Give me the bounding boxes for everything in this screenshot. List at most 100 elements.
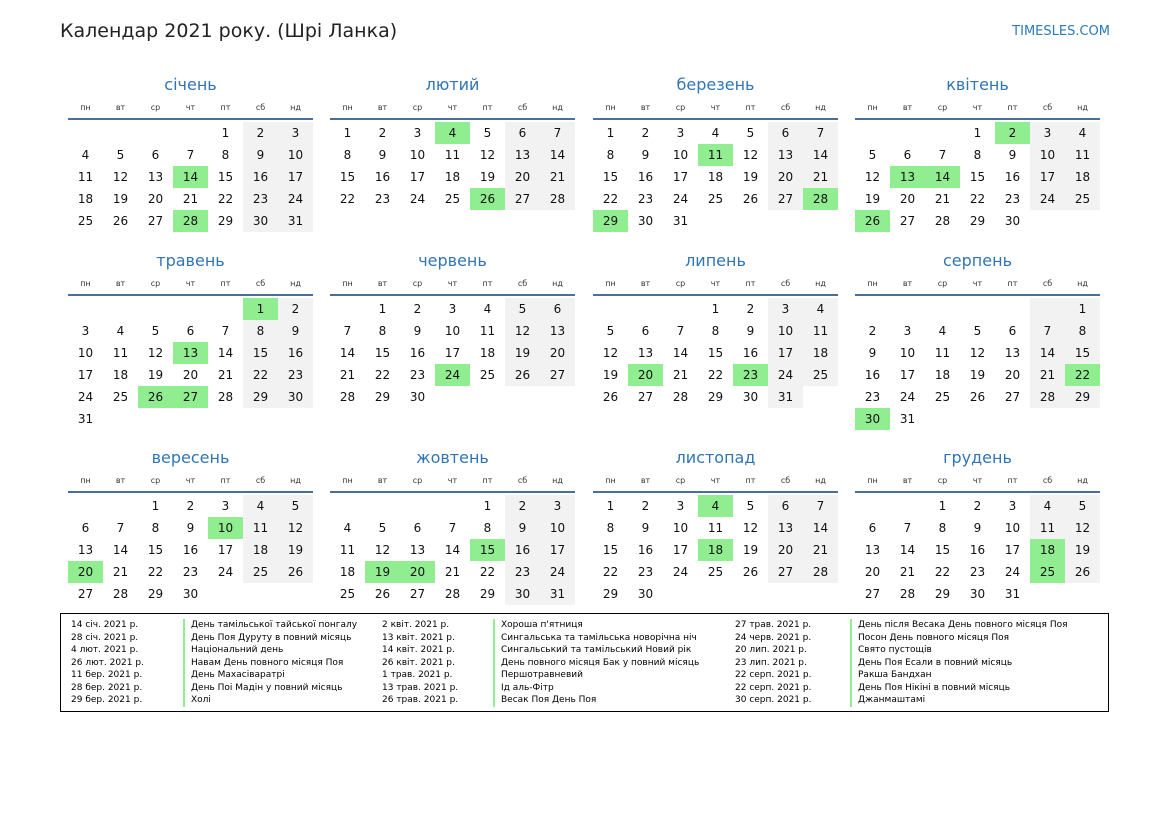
empty-cell [1065, 408, 1100, 430]
weekday-label: чт [447, 279, 458, 288]
weekday-label: ср [150, 279, 161, 288]
day-cell: 5 [116, 148, 125, 162]
day-cell: 27 [505, 188, 540, 210]
empty-cell [768, 210, 803, 232]
empty-cell [68, 298, 103, 320]
day-cell: 16 [864, 368, 881, 382]
day-cell: 10 [278, 144, 313, 166]
day-cell: 5 [1065, 495, 1100, 517]
holiday-name: Ракша Бандхан [850, 669, 932, 682]
day-cell: 9 [973, 521, 982, 535]
day-cell: 21 [899, 565, 916, 579]
empty-cell [803, 386, 838, 408]
day-cell: 29 [479, 587, 496, 601]
day-cell: 10 [899, 346, 916, 360]
empty-cell [733, 210, 768, 232]
day-cell: 1 [973, 126, 982, 140]
holiday-day-cell: 13 [890, 166, 925, 188]
holiday-day-cell: 4 [698, 495, 733, 517]
holiday-date: 1 трав. 2021 р. [382, 670, 453, 680]
holiday-date: 22 серп. 2021 р. [735, 682, 812, 693]
empty-cell [960, 408, 995, 430]
day-cell: 19 [147, 368, 164, 382]
holiday-day-cell: 20 [400, 561, 435, 583]
month-name: вересень [151, 448, 230, 467]
day-cell: 23 [864, 390, 881, 404]
day-cell: 12 [278, 517, 313, 539]
weekday-label: пн [80, 103, 91, 112]
day-cell: 20 [147, 192, 164, 206]
empty-cell [365, 495, 400, 517]
brand-link[interactable]: TIMESLES.COM [1012, 24, 1110, 39]
day-grid: 1 2 3 4 5 6 7 8 9 10 11 12 13 14 15 16 17 18 19 20 21 22 23 24 2… [593, 495, 838, 605]
day-cell: 9 [505, 517, 540, 539]
day-cell: 12 [374, 543, 391, 557]
holiday-name: День Поя Есали в повний місяць [850, 656, 1012, 669]
weekday-label: пн [605, 476, 616, 485]
day-cell: 17 [409, 170, 426, 184]
month-name: липень [685, 251, 746, 270]
day-cell: 22 [602, 192, 619, 206]
day-cell: 1 [151, 499, 160, 513]
empty-cell [1030, 210, 1065, 232]
empty-cell [208, 583, 243, 605]
day-cell: 7 [116, 521, 125, 535]
holiday-name: Сингальський та тамільський Новий рік [493, 644, 691, 657]
day-cell: 4 [1030, 495, 1065, 517]
day-cell: 19 [1065, 539, 1100, 561]
holiday-date: 2 квіт. 2021 р. [382, 620, 450, 630]
weekday-header: пн вт ср чт пт сб нд [68, 102, 313, 120]
day-cell: 14 [803, 517, 838, 539]
day-cell: 8 [1065, 320, 1100, 342]
day-cell: 28 [217, 390, 234, 404]
day-cell: 11 [803, 320, 838, 342]
empty-cell [330, 298, 365, 320]
day-cell: 12 [864, 170, 881, 184]
day-cell: 29 [1065, 386, 1100, 408]
empty-cell [663, 583, 698, 605]
month-block: липень пн вт ср чт пт сб нд 1 2 3 4 5 6 7 8 9 10 11 12 13 14 1… [593, 250, 838, 408]
day-cell: 3 [81, 324, 90, 338]
day-cell: 30 [1004, 214, 1021, 228]
holiday-name: Джанмаштамі [850, 694, 925, 707]
empty-cell [103, 122, 138, 144]
day-cell: 4 [483, 302, 492, 316]
day-cell: 18 [803, 342, 838, 364]
empty-cell [855, 495, 890, 517]
weekday-header: пн вт ср чт пт сб нд [593, 278, 838, 296]
weekday-label: вт [902, 279, 913, 288]
day-cell: 19 [969, 368, 986, 382]
day-cell: 30 [505, 583, 540, 605]
holiday-day-cell: 23 [733, 364, 768, 386]
day-cell: 6 [768, 122, 803, 144]
day-cell: 27 [899, 214, 916, 228]
weekday-label: нд [1077, 279, 1088, 288]
day-cell: 23 [243, 188, 278, 210]
empty-cell [435, 386, 470, 408]
day-cell: 24 [77, 390, 94, 404]
day-cell: 17 [444, 346, 461, 360]
day-cell: 15 [602, 543, 619, 557]
day-cell: 11 [479, 324, 496, 338]
empty-cell [138, 298, 173, 320]
day-cell: 21 [672, 368, 689, 382]
empty-cell [1065, 583, 1100, 605]
day-cell: 23 [278, 364, 313, 386]
month-block: січень пн вт ср чт пт сб нд 1 2 3 4 5 6 7 8 9 10 11 12 13 14 1… [68, 74, 313, 232]
day-cell: 10 [1030, 144, 1065, 166]
day-cell: 20 [864, 565, 881, 579]
day-cell: 19 [602, 368, 619, 382]
weekday-label: чт [185, 476, 196, 485]
day-cell: 5 [868, 148, 877, 162]
day-grid: 1 2 3 4 5 6 7 8 9 10 11 12 13 14 15 16 17 18 19 20 21 22 23 24 2… [330, 298, 575, 408]
day-cell: 14 [112, 543, 129, 557]
weekday-label: ср [937, 103, 948, 112]
day-cell: 16 [409, 346, 426, 360]
holiday-day-cell: 20 [628, 364, 663, 386]
weekday-label: сб [1042, 103, 1053, 112]
day-cell: 18 [934, 368, 951, 382]
weekday-label: ср [412, 476, 423, 485]
empty-cell [925, 122, 960, 144]
empty-cell [995, 298, 1030, 320]
holiday-date: 13 трав. 2021 р. [382, 682, 459, 693]
